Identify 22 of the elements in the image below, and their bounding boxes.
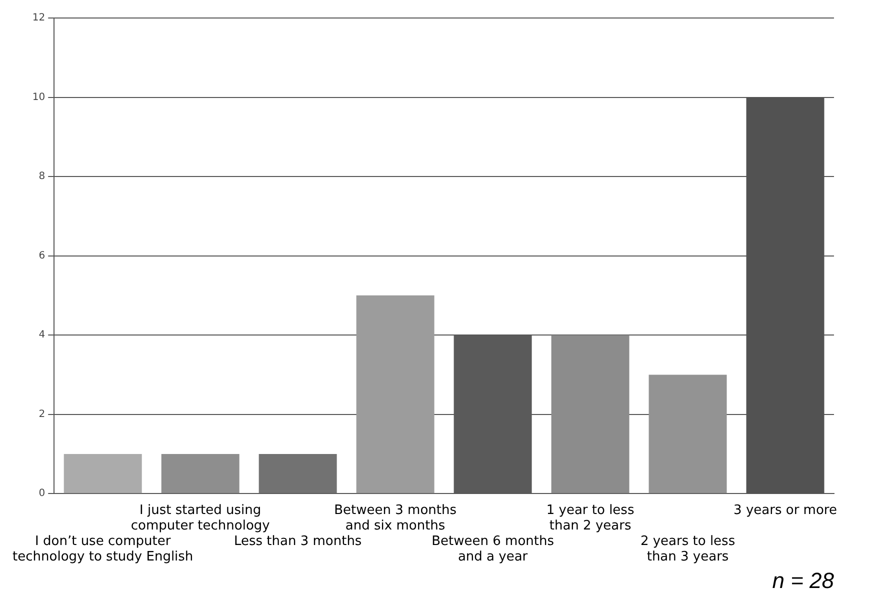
y-tick-label: 2 — [38, 408, 46, 420]
y-tick-label: 12 — [32, 12, 46, 24]
x-tick-label: 1 year to less than 2 years — [546, 502, 634, 534]
x-tick-label: Less than 3 months — [234, 534, 362, 549]
y-tick-label: 4 — [38, 330, 46, 341]
x-tick-label: 3 years or more — [734, 502, 837, 518]
bar — [551, 335, 630, 494]
y-tick-label: 10 — [32, 92, 46, 103]
bar — [648, 374, 727, 494]
y-tick-label: 6 — [38, 250, 46, 262]
x-tick-label: Between 6 months and a year — [432, 534, 554, 565]
bar — [64, 454, 142, 494]
x-tick-label: Between 3 months and six months — [334, 502, 457, 534]
x-tick-label: I don’t use computer technology to study English — [12, 534, 194, 565]
x-tick-label: I just started using computer technology — [130, 502, 270, 534]
bar — [356, 295, 434, 494]
y-tick-label: 8 — [38, 171, 46, 182]
bar — [161, 454, 240, 494]
text: n = 28 — [771, 568, 835, 594]
x-tick-label: 2 years to less than 3 years — [640, 534, 736, 565]
y-tick-label: 0 — [38, 488, 46, 500]
bar — [258, 454, 337, 494]
